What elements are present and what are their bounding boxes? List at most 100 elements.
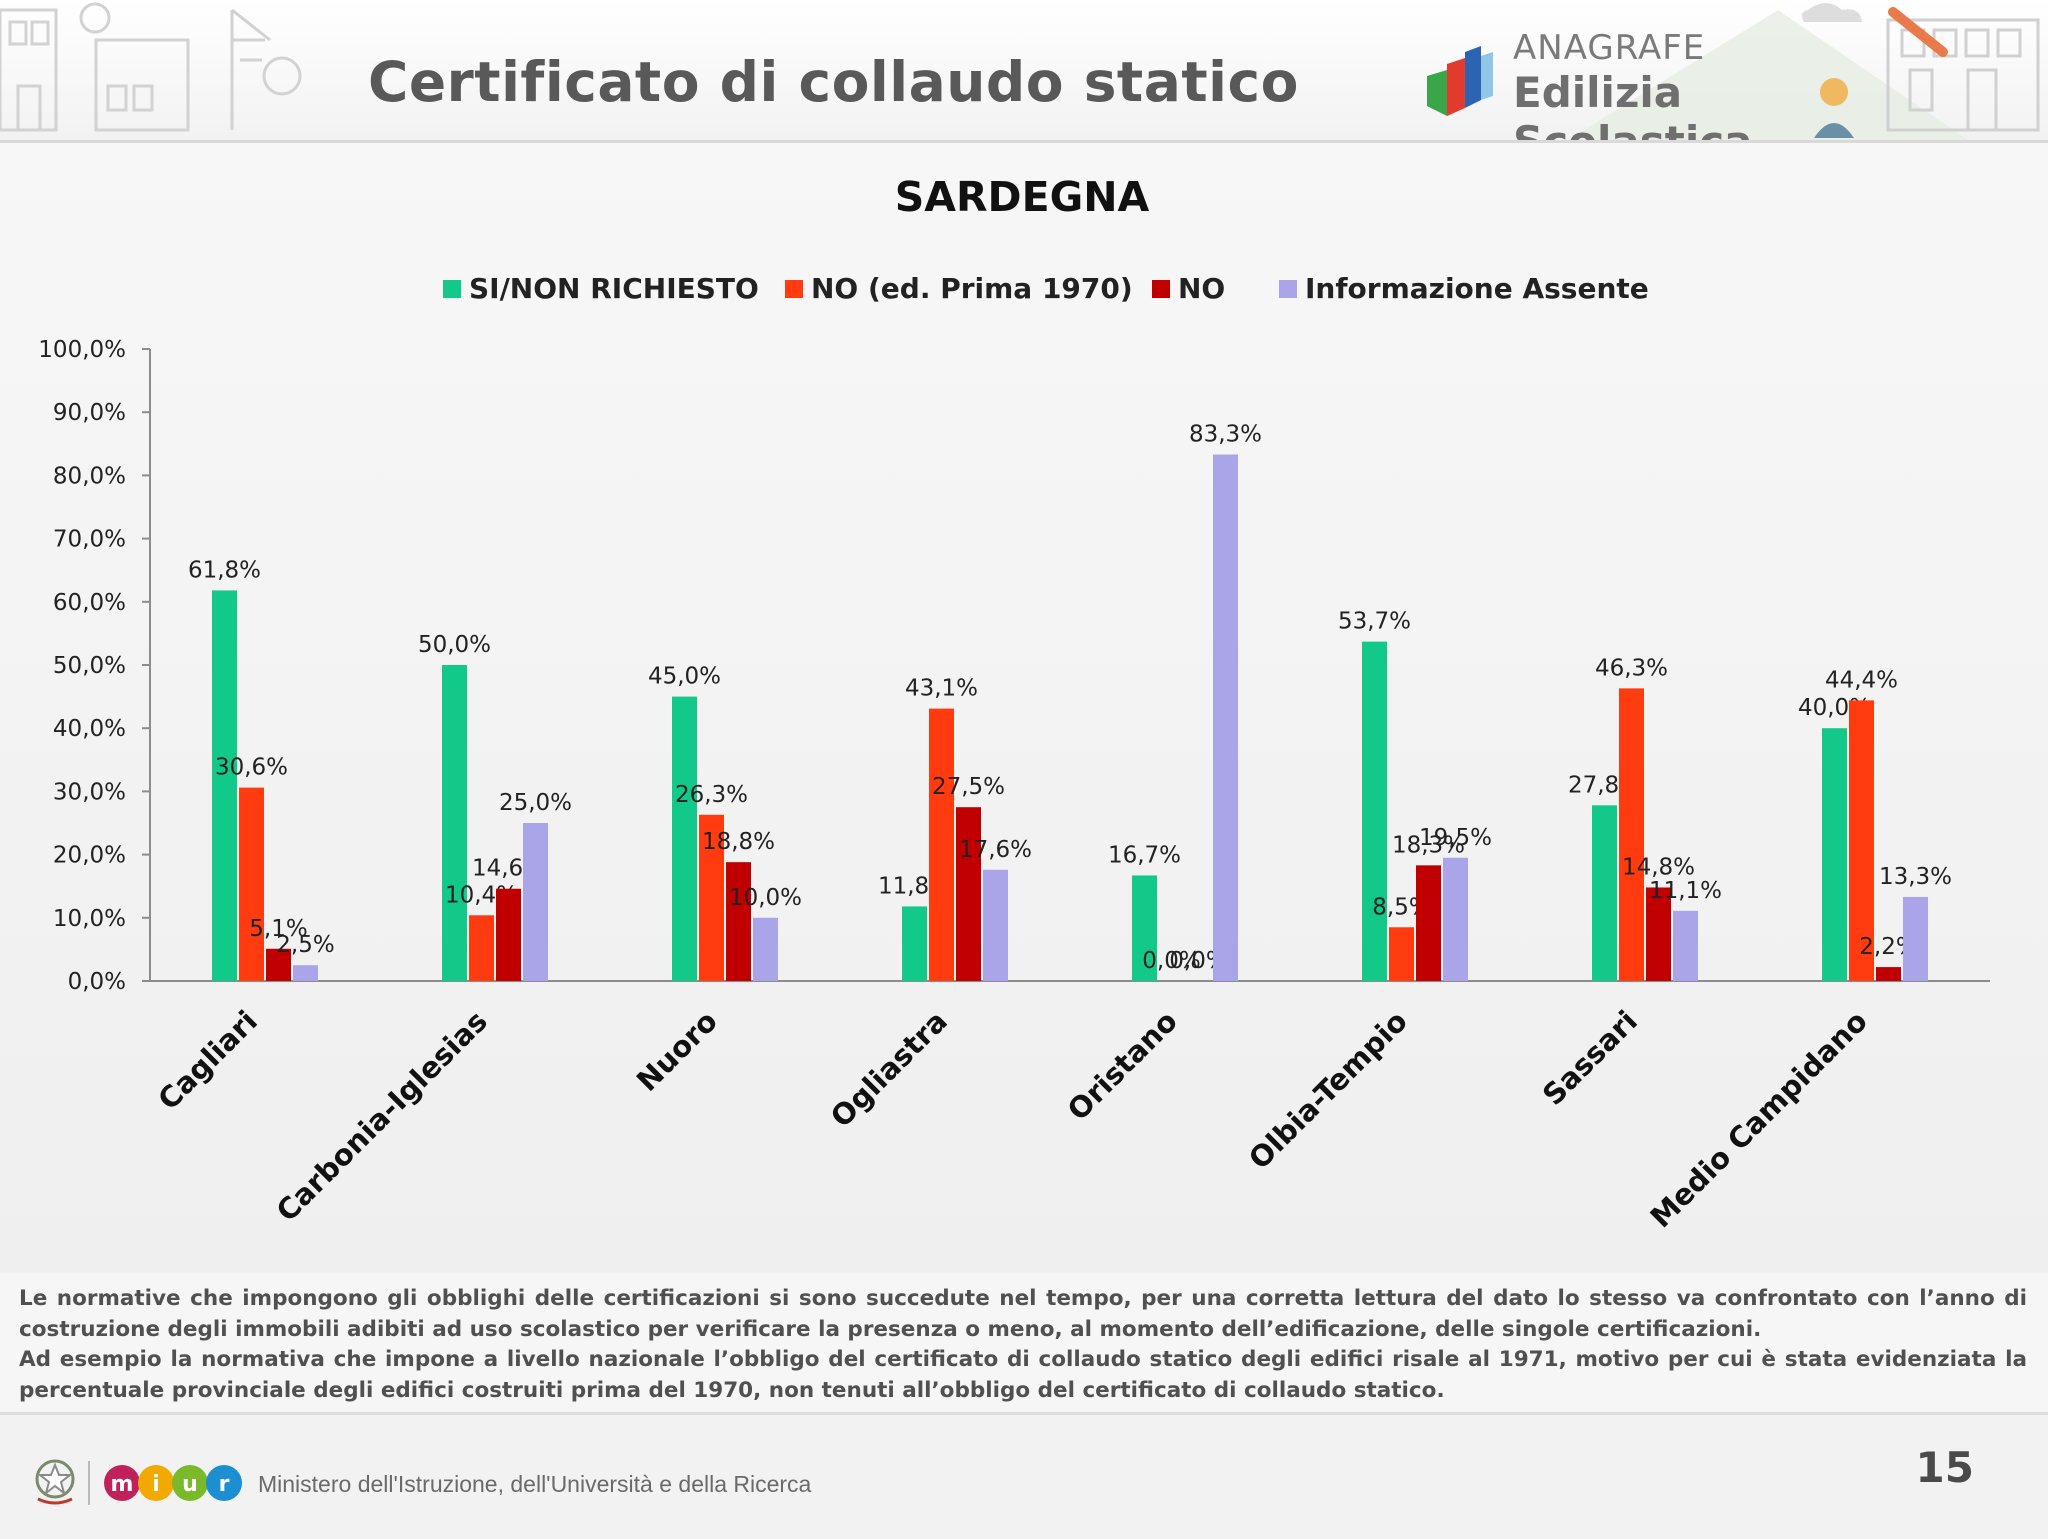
- y-tick-label: 20,0%: [53, 843, 126, 869]
- anagrafe-logo: ANAGRAFE Edilizia Scolastica: [1425, 28, 1845, 140]
- bar: [442, 665, 467, 981]
- buildings-illustration-left: [0, 2, 302, 132]
- category-label: Sassari: [1536, 1004, 1644, 1112]
- data-label: 27,5%: [932, 774, 1005, 800]
- bar: [1213, 454, 1238, 981]
- bar: [1673, 910, 1698, 981]
- data-label: 45,0%: [648, 664, 721, 690]
- data-label: 18,3%: [1392, 832, 1465, 858]
- data-label: 13,3%: [1879, 864, 1952, 890]
- data-label: 30,6%: [215, 755, 288, 781]
- bar: [1903, 896, 1928, 981]
- bar: [699, 814, 724, 981]
- y-tick-label: 80,0%: [53, 463, 126, 489]
- explanatory-notes: Le normative che impongono gli obblighi …: [19, 1284, 2027, 1406]
- bar: [1849, 700, 1874, 981]
- bar-chart: SARDEGNA SI/NON RICHIESTO NO (ed. Prima 19…: [38, 173, 1990, 1234]
- miur-logo-circle: [104, 1465, 140, 1501]
- y-tick-label: 30,0%: [53, 779, 126, 805]
- miur-logo-letter: u: [182, 1472, 198, 1497]
- note-paragraph-2: Ad esempio la normativa che impone a liv…: [19, 1347, 2027, 1403]
- y-tick-label: 0,0%: [68, 969, 126, 995]
- bar: [469, 915, 494, 981]
- y-tick-label: 10,0%: [53, 906, 126, 932]
- page-number: 15: [1915, 1443, 1974, 1492]
- y-tick-label: 90,0%: [53, 400, 126, 426]
- category-label: Oristano: [1061, 1004, 1184, 1127]
- bar: [1389, 927, 1414, 981]
- miur-logo-circle: [172, 1465, 208, 1501]
- slide-header: Certificato di collaudo statico ANAGRAFE…: [0, 0, 2048, 143]
- data-label: 25,0%: [499, 790, 572, 816]
- category-label: Nuoro: [630, 1004, 724, 1098]
- legend-label-3: Informazione Assente: [1305, 272, 1649, 305]
- legend-label-2: NO: [1178, 272, 1225, 305]
- miur-logo-letter: i: [152, 1472, 160, 1497]
- bar: [929, 708, 954, 981]
- bar: [726, 862, 751, 981]
- data-label: 0,0%: [1142, 948, 1200, 974]
- data-label: 53,7%: [1338, 609, 1411, 635]
- miur-logo-circle: [206, 1465, 242, 1501]
- bar: [753, 917, 778, 981]
- chart-area: SARDEGNA SI/NON RICHIESTO NO (ed. Prima 19…: [0, 143, 2048, 1273]
- y-tick-label: 50,0%: [53, 653, 126, 679]
- data-label: 46,3%: [1595, 655, 1668, 681]
- data-label: 61,8%: [188, 557, 261, 583]
- bar: [1646, 887, 1671, 981]
- y-tick-label: 70,0%: [53, 527, 126, 553]
- legend-swatch-3: [1279, 280, 1297, 298]
- data-label: 17,6%: [959, 837, 1032, 863]
- data-label: 50,0%: [418, 632, 491, 658]
- bar: [1592, 805, 1617, 981]
- data-label: 11,1%: [1649, 878, 1722, 904]
- bar: [212, 590, 237, 981]
- books-logo-icon: [1427, 46, 1493, 116]
- category-label: Carbonia-Iglesias: [270, 1004, 494, 1228]
- ministry-name: Ministero dell'Istruzione, dell'Universi…: [258, 1471, 812, 1497]
- bar: [239, 787, 264, 981]
- legend-swatch-0: [443, 280, 461, 298]
- bar: [523, 823, 548, 981]
- data-label: 18,8%: [702, 829, 775, 855]
- data-label: 2,5%: [276, 932, 334, 958]
- bar: [1443, 857, 1468, 981]
- bar: [1416, 865, 1441, 981]
- bar: [956, 807, 981, 981]
- italian-emblem-icon: [35, 1459, 75, 1505]
- bar: [266, 948, 291, 981]
- bar: [1132, 875, 1157, 981]
- brand-title-top: ANAGRAFE: [1513, 28, 1706, 68]
- y-tick-label: 100,0%: [38, 337, 126, 363]
- category-label: Olbia-Tempio: [1242, 1004, 1414, 1176]
- data-label: 19,5%: [1419, 825, 1492, 851]
- data-label: 5,1%: [249, 916, 307, 942]
- bar: [983, 869, 1008, 981]
- category-label: Medio Campidano: [1643, 1004, 1873, 1234]
- data-label: 16,7%: [1108, 842, 1181, 868]
- data-label: 10,0%: [729, 885, 802, 911]
- legend-swatch-1: [785, 280, 803, 298]
- bar: [902, 906, 927, 981]
- data-label: 43,1%: [905, 676, 978, 702]
- data-label: 14,8%: [1622, 854, 1695, 880]
- category-label: Ogliastra: [824, 1004, 954, 1134]
- note-paragraph-1: Le normative che impongono gli obblighi …: [19, 1286, 2027, 1342]
- bar: [293, 965, 318, 981]
- chart-title: SARDEGNA: [895, 173, 1150, 221]
- page-title: Certificato di collaudo statico: [368, 50, 1299, 114]
- footer-separator: [88, 1461, 90, 1505]
- bar: [1822, 728, 1847, 981]
- miur-logo-letter: r: [219, 1472, 230, 1497]
- buildings-illustration-right: [1568, 3, 2040, 140]
- bar: [1876, 967, 1901, 981]
- bar: [1619, 688, 1644, 981]
- miur-logo-letter: m: [111, 1472, 134, 1497]
- data-label: 83,3%: [1189, 422, 1262, 448]
- y-tick-label: 60,0%: [53, 590, 126, 616]
- data-label: 26,3%: [675, 782, 748, 808]
- bar: [672, 696, 697, 981]
- y-tick-label: 40,0%: [53, 716, 126, 742]
